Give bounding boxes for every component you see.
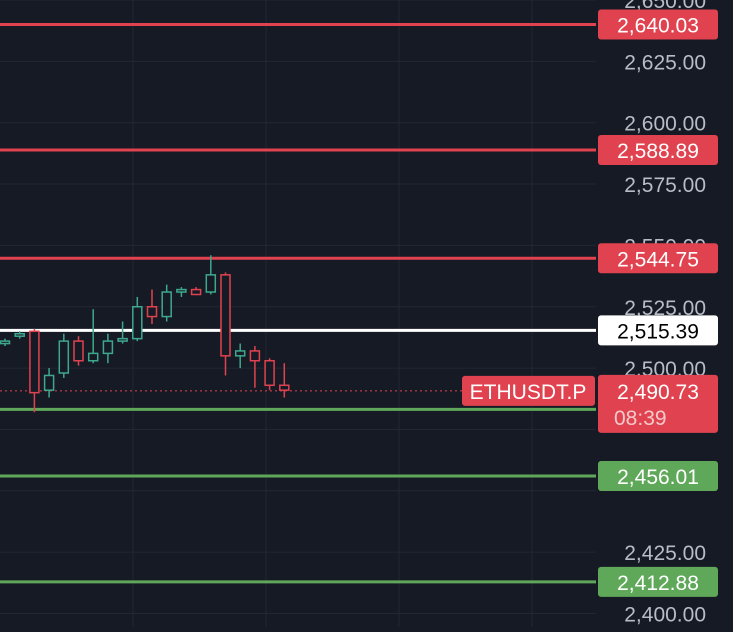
candle-up: [43, 374, 55, 391]
level-badge-resistance: [598, 243, 718, 274]
price-tick-label: 2,625.00: [624, 51, 706, 74]
candle-down: [29, 330, 40, 394]
candles: [0, 255, 290, 413]
candle-down: [249, 350, 261, 362]
candle-up: [132, 306, 143, 340]
level-badge-pivot: [598, 315, 718, 346]
level-badge-label: 2,544.75: [617, 248, 699, 271]
candle-up: [161, 291, 172, 318]
candle-up: [234, 350, 246, 357]
candle-up: [176, 288, 187, 293]
symbol-badge: [462, 375, 595, 406]
price-labels: 2,640.032,588.892,544.752,515.392,483.17…: [462, 9, 718, 597]
candle-up: [58, 340, 70, 374]
level-badge-label: 2,588.89: [617, 140, 699, 163]
candle-up: [14, 332, 25, 337]
level-badge-support: [598, 461, 718, 492]
candle-down: [146, 306, 158, 318]
candle-down: [279, 384, 290, 391]
candle-up: [0, 340, 11, 345]
candle-up: [205, 274, 217, 293]
level-badge-label: 2,515.39: [617, 320, 699, 343]
price-tick-label: 2,425.00: [624, 542, 706, 565]
candle-down: [264, 359, 275, 387]
candle-down: [220, 274, 231, 357]
price-tick-label: 2,575.00: [624, 174, 706, 197]
price-tick-label: 2,525.00: [624, 297, 706, 320]
candle-down: [73, 340, 84, 362]
countdown-label: 08:39: [614, 407, 667, 430]
candle-down: [190, 288, 202, 296]
level-badge-resistance: [598, 134, 718, 165]
last-price-badge: [598, 374, 718, 433]
price-tick-label: 2,600.00: [624, 113, 706, 136]
candle-up: [117, 337, 128, 342]
price-tick-label: 2,400.00: [624, 604, 706, 627]
horizontal-lines: [0, 22, 596, 584]
symbol-label: ETHUSDT.P: [470, 381, 587, 404]
level-badge-label: 2,412.88: [617, 572, 699, 595]
level-badge-support: [598, 566, 718, 597]
level-badge-label: 2,456.01: [617, 466, 699, 489]
candle-up: [87, 352, 99, 362]
candle-up: [102, 340, 114, 355]
grid: [0, 0, 596, 627]
last-price-label: 2,490.73: [617, 381, 699, 404]
level-badge-label: 2,640.03: [617, 14, 699, 37]
level-badge-resistance: [598, 9, 718, 40]
